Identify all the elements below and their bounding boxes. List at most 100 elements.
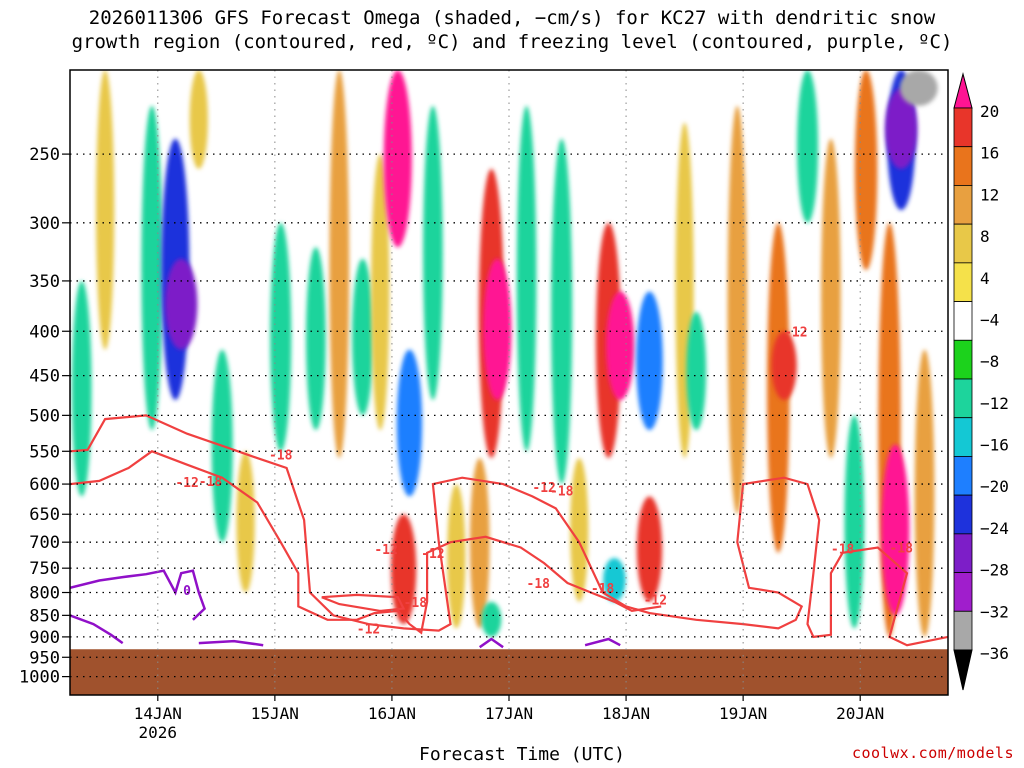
dendritic-contour-label: -12	[357, 622, 380, 637]
dendritic-contour-label: -18	[269, 449, 293, 464]
omega-region	[636, 291, 663, 431]
colorbar-swatch	[953, 456, 973, 496]
dendritic-contours	[70, 414, 948, 647]
dendritic-contour-label: -18	[404, 596, 428, 611]
omega-region	[95, 70, 115, 350]
colorbar-swatch	[953, 339, 973, 380]
omega-region	[881, 444, 910, 616]
x-tick-label: 15JAN	[251, 704, 299, 723]
y-tick-label: 600	[29, 475, 60, 495]
y-tick-label: 900	[29, 628, 60, 648]
colorbar-label: −8	[980, 352, 999, 371]
omega-region	[727, 105, 748, 515]
omega-region	[551, 138, 573, 485]
dendritic-contour-label: -12	[644, 594, 667, 609]
y-tick-label: 750	[29, 559, 60, 579]
omega-region	[914, 349, 935, 637]
colorbar-swatch	[953, 494, 973, 535]
y-tick-label: 400	[29, 322, 60, 342]
freezing-level-line	[198, 639, 264, 647]
dendritic-contour-line	[70, 450, 662, 635]
omega-region	[854, 70, 878, 270]
omega-region	[352, 258, 374, 416]
colorbar-label: 16	[980, 144, 999, 163]
chart-title-line-1: 2026011306 GFS Forecast Omega (shaded, −…	[88, 7, 936, 29]
omega-region	[516, 105, 537, 452]
y-tick-label: 950	[29, 648, 60, 668]
omega-region	[306, 247, 326, 431]
omega-region	[383, 70, 412, 248]
colorbar: 20 16 12 8 4 −4 −8 −12 −16 −20 −24 −28 −32 −36	[953, 72, 1009, 691]
colorbar-swatch	[953, 533, 973, 573]
colorbar-bottom-arrow	[953, 649, 973, 691]
omega-region	[189, 70, 208, 169]
chart-title: 2026011306 GFS Forecast Omega (shaded, −…	[0, 6, 1024, 54]
omega-region	[686, 311, 707, 431]
omega-region	[423, 105, 443, 400]
colorbar-swatch	[953, 378, 973, 419]
omega-region	[71, 280, 92, 497]
colorbar-label: −36	[980, 644, 1009, 663]
omega-region	[603, 557, 626, 602]
omega-region	[821, 138, 841, 459]
omega-region	[636, 496, 663, 602]
colorbar-label: −20	[980, 477, 1009, 496]
freezing-level-line	[584, 637, 621, 647]
colorbar-label: 8	[980, 227, 990, 246]
colorbar-swatch	[953, 301, 973, 341]
credit-link[interactable]: coolwx.com/models	[851, 744, 1014, 762]
colorbar-label: −24	[980, 519, 1009, 538]
omega-region	[606, 291, 635, 400]
dendritic-contour-label: -18	[527, 577, 551, 592]
colorbar-label: −16	[980, 436, 1009, 455]
y-tick-label: 1000	[19, 668, 60, 688]
colorbar-swatch	[953, 610, 973, 651]
dendritic-contour-label: -12	[532, 481, 555, 496]
colorbar-swatch	[953, 572, 973, 612]
y-tick-label: 450	[29, 367, 60, 387]
x-tick-label: 14JAN	[134, 704, 182, 723]
omega-region	[885, 88, 918, 169]
colorbar-swatch	[953, 262, 973, 302]
y-tick-label: 850	[29, 606, 60, 626]
colorbar-swatch	[953, 417, 973, 457]
dendritic-contour-line	[321, 593, 406, 613]
omega-region	[447, 484, 466, 629]
omega-region	[469, 458, 490, 629]
colorbar-swatch	[953, 223, 973, 264]
y-tick-label: 300	[29, 214, 60, 234]
x-tick-label: 20JAN	[836, 704, 884, 723]
x-tick-label: 19JAN	[719, 704, 767, 723]
omega-region	[570, 458, 589, 602]
omega-region	[844, 415, 865, 629]
omega-region	[483, 258, 512, 400]
dendritic-contour-line	[70, 414, 948, 647]
dendritic-contour-label: -18	[591, 582, 615, 597]
colorbar-label: −28	[980, 561, 1009, 580]
dendritic-contour-label: -12	[374, 543, 397, 558]
x-tick-label: 17JAN	[485, 704, 533, 723]
colorbar-label: 20	[980, 102, 999, 121]
x-tick-label: 16JAN	[368, 704, 416, 723]
colorbar-swatch	[953, 185, 973, 225]
y-tick-label: 250	[29, 145, 60, 165]
colorbar-label: −12	[980, 394, 1009, 413]
ground-terrain	[70, 649, 948, 695]
omega-region	[270, 222, 292, 452]
y-tick-label: 500	[29, 406, 60, 426]
dendritic-contour-label: -18	[550, 484, 574, 499]
x-tick-label: 18JAN	[602, 704, 650, 723]
omega-region	[396, 349, 423, 497]
colorbar-label: 4	[980, 269, 990, 288]
omega-region	[329, 70, 350, 459]
colorbar-label: −4	[980, 310, 999, 329]
omega-region	[481, 601, 502, 637]
colorbar-swatch	[953, 146, 973, 186]
omega-region	[165, 258, 198, 350]
x-axis-label: Forecast Time (UTC)	[419, 744, 625, 765]
dendritic-contour-label: -18	[199, 475, 223, 490]
dendritic-contour-label: -18	[889, 542, 913, 557]
omega-region	[899, 70, 938, 106]
dendritic-contour-label: -12	[421, 547, 444, 562]
